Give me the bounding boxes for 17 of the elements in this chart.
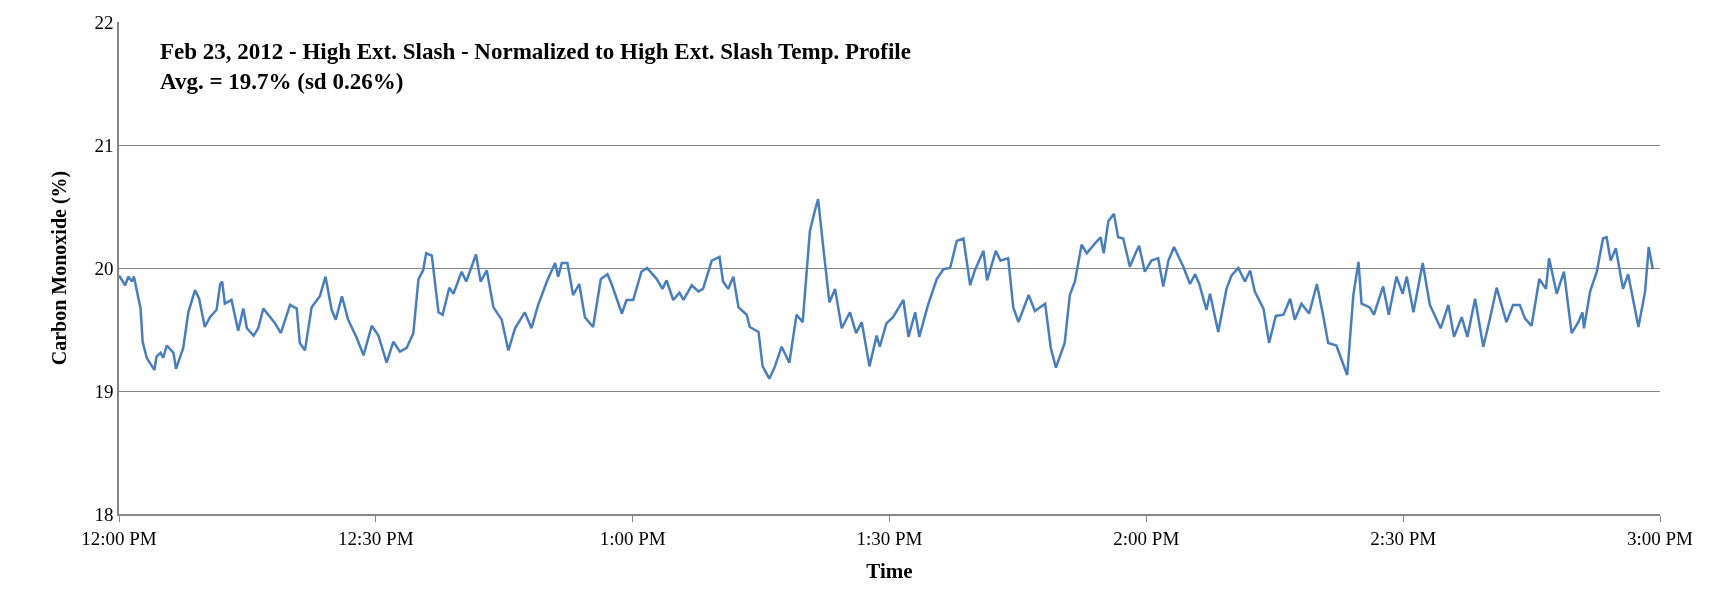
y-tick-label: 20 <box>94 257 114 279</box>
y-axis-title: Carbon Monoxide (%) <box>48 170 72 366</box>
y-tick-label: 22 <box>94 11 114 33</box>
line-series <box>119 197 1655 380</box>
y-tick-label: 19 <box>94 380 114 402</box>
text: Feb 23, 2012 - High Ext. Slash - Normalized to High Ext. Slash Temp. Profile <box>160 39 911 64</box>
x-axis-title: Time <box>866 559 913 584</box>
x-tick-label: 3:00 PM <box>1627 527 1694 549</box>
x-tick-label: 2:00 PM <box>1113 527 1180 549</box>
text: Avg. = 19.7% (sd 0.26%) <box>160 68 404 94</box>
x-tick-label: 12:30 PM <box>338 527 414 549</box>
x-tick-label: 1:30 PM <box>856 527 923 549</box>
y-tick-label: 18 <box>94 503 114 525</box>
x-tick-label: 12:00 PM <box>81 527 157 549</box>
x-tick-label: 2:30 PM <box>1370 527 1437 549</box>
x-tick-label: 1:00 PM <box>599 527 666 549</box>
y-tick-label: 21 <box>94 134 114 156</box>
